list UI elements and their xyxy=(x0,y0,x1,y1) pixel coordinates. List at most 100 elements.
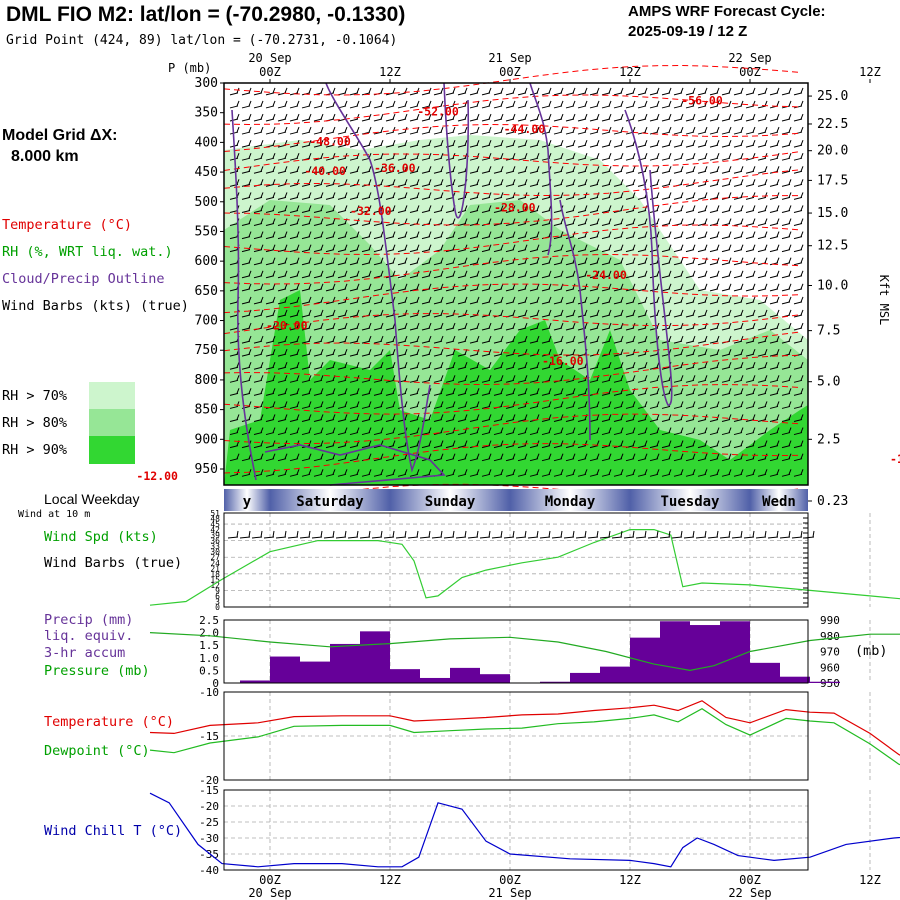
wind-barb xyxy=(757,166,768,174)
wind-tick-label: 51 xyxy=(210,509,220,518)
wind-barb xyxy=(421,257,432,266)
wind-barb xyxy=(241,100,252,109)
wind-barb xyxy=(277,388,288,396)
wind-barb xyxy=(793,453,804,462)
precip-bar xyxy=(360,631,390,683)
wind-barb xyxy=(481,414,492,422)
wind-barb xyxy=(553,427,564,436)
wind-barb xyxy=(637,126,648,135)
cloud-outline-1 xyxy=(325,82,431,473)
wind-barb xyxy=(709,335,720,344)
wind-barb xyxy=(397,283,408,292)
wind-barb xyxy=(709,270,720,279)
wind-barb xyxy=(529,322,540,331)
wind-barb xyxy=(445,440,456,449)
wind-barb xyxy=(553,388,564,396)
wind-barb xyxy=(409,375,420,383)
wind-barb xyxy=(277,270,288,279)
wind-barb xyxy=(733,375,744,383)
legend-rh70: RH > 70% xyxy=(2,388,68,404)
pressure-tick-label: 800 xyxy=(195,373,218,388)
isotherm xyxy=(223,413,801,445)
wind-barb xyxy=(457,126,468,135)
wind-barb xyxy=(421,87,432,96)
surface-wind-barb xyxy=(803,530,815,539)
wind-barb xyxy=(553,401,564,409)
wind-barb xyxy=(421,205,432,213)
wind-tick-label: 24 xyxy=(210,559,220,568)
wind-barb xyxy=(289,348,300,357)
wind-barb xyxy=(613,401,624,409)
wind-barb xyxy=(313,309,324,318)
wind-barb xyxy=(253,388,264,396)
wind-barb xyxy=(505,414,516,422)
wind-barb xyxy=(373,427,384,436)
wind-barb xyxy=(253,414,264,422)
wind-barb xyxy=(793,375,804,383)
wind-barb xyxy=(709,309,720,318)
isotherm xyxy=(223,169,801,197)
wind-barb xyxy=(721,362,732,370)
wind-barb xyxy=(433,322,444,331)
wind-barb xyxy=(577,113,588,122)
wind-barb xyxy=(697,244,708,253)
wind-barb xyxy=(721,348,732,357)
precip-bar xyxy=(690,625,720,683)
wind-barb xyxy=(433,309,444,318)
precip-bar xyxy=(390,669,420,683)
wind-barb xyxy=(241,126,252,135)
wind-barb xyxy=(469,388,480,396)
wind-barb xyxy=(793,218,804,227)
wind-barb xyxy=(445,453,456,462)
wind-barb xyxy=(337,270,348,279)
surface-wind-barb xyxy=(491,530,503,539)
wind-barb xyxy=(421,192,432,200)
wind-barb xyxy=(685,244,696,253)
wind-barb xyxy=(505,453,516,462)
wind-barb xyxy=(265,414,276,422)
wind-barb xyxy=(601,244,612,253)
wind-barb xyxy=(337,453,348,462)
wind-barb xyxy=(481,126,492,135)
wind-barb xyxy=(781,362,792,370)
wind-barb xyxy=(793,309,804,318)
wind-barb xyxy=(361,414,372,422)
wind-barb xyxy=(529,296,540,305)
wind-barb xyxy=(613,166,624,174)
wind-barb xyxy=(277,335,288,344)
wind-barb xyxy=(313,453,324,462)
wind-barb xyxy=(241,87,252,96)
wind-barb xyxy=(505,87,516,96)
wind-barb xyxy=(625,362,636,370)
precip-bar xyxy=(300,661,330,683)
wind-barb xyxy=(757,139,768,148)
wind-barb xyxy=(745,153,756,161)
wind-barb xyxy=(517,309,528,318)
wind-barb xyxy=(397,113,408,122)
cycle-label: AMPS WRF Forecast Cycle: xyxy=(628,3,826,20)
wind-barb xyxy=(289,309,300,318)
wind-barb xyxy=(601,231,612,240)
wind-barb xyxy=(337,414,348,422)
wind-tick-label: 39 xyxy=(210,531,220,540)
wind-barb xyxy=(325,231,336,240)
wind-barb xyxy=(493,244,504,253)
wind-barb xyxy=(301,244,312,253)
wind-barb xyxy=(469,166,480,174)
wind-barb xyxy=(517,388,528,396)
wind-barb xyxy=(793,440,804,449)
precip-bar xyxy=(750,662,780,683)
wind-barb xyxy=(253,348,264,357)
wind-barb xyxy=(673,362,684,370)
wind-barb xyxy=(301,139,312,148)
wind-barb xyxy=(697,335,708,344)
model-grid-value: 8.000 km xyxy=(11,148,79,165)
wind-barb xyxy=(589,87,600,96)
weekday-label: Wedn xyxy=(762,494,796,510)
wind-barb xyxy=(637,139,648,148)
wind-barb xyxy=(613,362,624,370)
wind-barb xyxy=(625,414,636,422)
wind-tick-label: 0 xyxy=(215,603,220,612)
chill-tick-label: -15 xyxy=(199,784,219,797)
wind-barb xyxy=(361,440,372,449)
